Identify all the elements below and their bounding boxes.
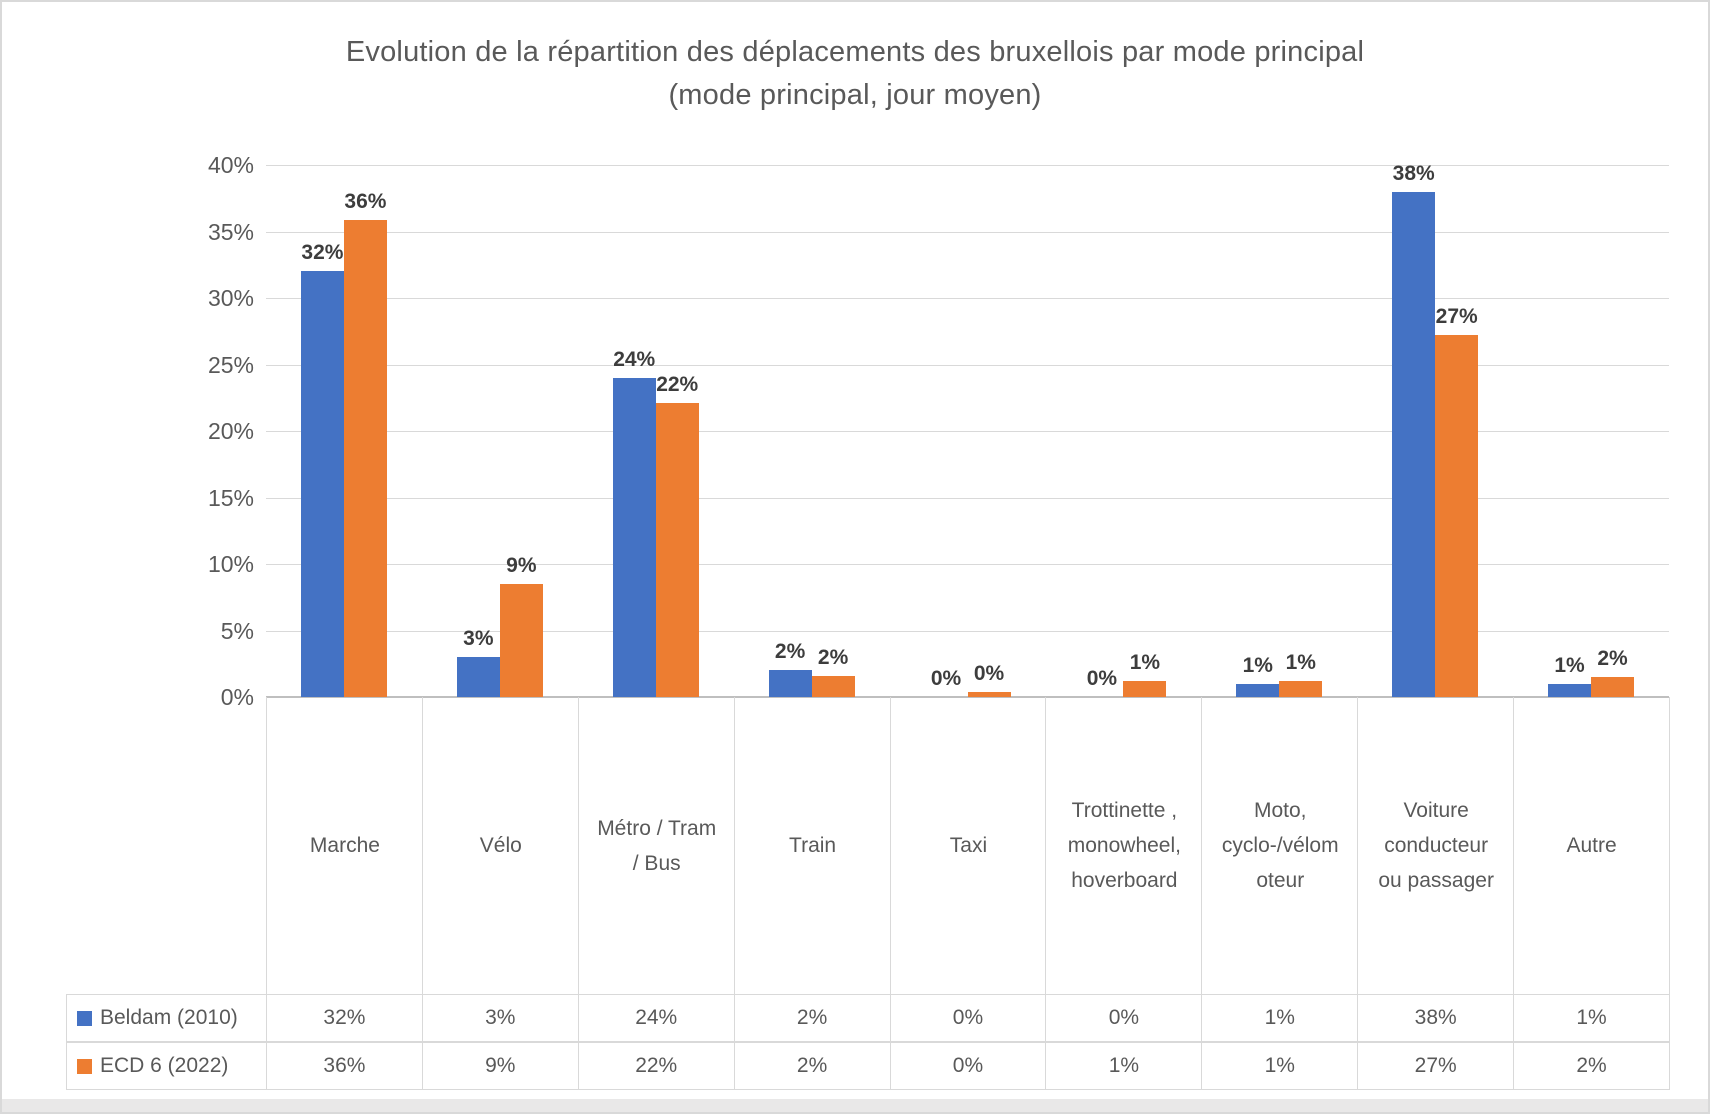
y-axis-tick-label: 15% <box>207 484 254 511</box>
y-axis-tick-label: 10% <box>207 551 254 577</box>
bar-value-label: 22% <box>656 373 699 397</box>
bar-value-label: 38% <box>1392 161 1435 185</box>
category-label: Trottinette , monowheel, hoverboard <box>1045 697 1202 994</box>
bottom-frame-strip <box>2 1099 1708 1112</box>
bar <box>1236 683 1280 697</box>
bar <box>300 271 344 697</box>
category-label: Vélo <box>421 697 579 994</box>
category-label: Métro / Tram / Bus <box>577 697 735 994</box>
bar-value-label: 1% <box>1285 651 1316 675</box>
chart-title-line-2: (mode principal, jour moyen) <box>668 79 1042 111</box>
category-label: Train <box>733 697 891 994</box>
y-axis-tick-label: 35% <box>207 218 254 245</box>
gridline <box>266 231 1669 233</box>
gridline <box>266 364 1669 366</box>
y-axis-tick-label: 0% <box>220 684 254 710</box>
bar-value-label: 3% <box>463 627 494 651</box>
bar-value-label: 32% <box>301 241 344 265</box>
table-value-cell: 32% <box>266 994 423 1042</box>
gridline <box>266 497 1669 499</box>
category-label: Autre <box>1513 697 1670 994</box>
bar-value-label: 1% <box>1554 653 1585 677</box>
gridline <box>266 298 1669 299</box>
bar-value-label: 1% <box>1242 653 1273 677</box>
bar-value-label: 0% <box>973 661 1005 685</box>
bar-value-label: 2% <box>1597 647 1628 671</box>
table-value-cell: 0% <box>889 994 1047 1042</box>
y-axis-tick-label: 40% <box>207 152 254 178</box>
bar <box>768 670 812 697</box>
bar <box>1591 677 1635 697</box>
legend-swatch <box>77 1010 92 1026</box>
gridline <box>266 165 1669 166</box>
bar <box>1435 335 1479 697</box>
y-axis-tick-label: 30% <box>207 285 254 311</box>
legend-cell: Beldam (2010) <box>66 994 267 1042</box>
table-value-cell: 3% <box>421 994 579 1042</box>
y-axis-tick-label: 25% <box>207 351 254 378</box>
table-value-cell: 36% <box>266 1042 423 1090</box>
table-value-cell: 1% <box>1513 994 1670 1042</box>
bar-value-label: 2% <box>817 645 849 669</box>
bar-value-label: 24% <box>613 347 656 371</box>
chart-title-line-1: Evolution de la répartition des déplacem… <box>345 36 1365 68</box>
bar <box>967 691 1011 697</box>
bar-value-label: 2% <box>774 640 806 664</box>
y-axis-tick-label: 20% <box>207 418 254 444</box>
table-value-cell: 38% <box>1357 994 1515 1042</box>
legend-swatch <box>77 1058 92 1074</box>
category-label: Moto, cyclo-/vélomoteur <box>1201 697 1358 994</box>
bar <box>499 583 543 697</box>
bar <box>811 675 855 697</box>
bar <box>343 219 387 697</box>
table-value-cell: 2% <box>1513 1042 1670 1090</box>
bar <box>1548 683 1592 697</box>
table-value-cell: 27% <box>1357 1042 1515 1090</box>
bar-value-label: 1% <box>1129 651 1161 675</box>
legend-label: ECD 6 (2022) <box>100 1054 229 1077</box>
gridline <box>266 431 1669 432</box>
bar <box>1123 681 1167 697</box>
bar-value-label: 0% <box>930 667 962 690</box>
table-value-cell: 1% <box>1201 1042 1359 1090</box>
bar-value-label: 27% <box>1435 305 1478 329</box>
bar <box>456 657 500 697</box>
bar <box>655 403 699 697</box>
bar-value-label: 9% <box>506 553 537 577</box>
table-value-cell: 9% <box>421 1042 579 1090</box>
legend-label: Beldam (2010) <box>100 1006 238 1029</box>
table-value-cell: 24% <box>577 994 735 1042</box>
legend-cell: ECD 6 (2022) <box>66 1042 267 1090</box>
bar-value-label: 36% <box>344 189 387 213</box>
table-value-cell: 2% <box>733 994 891 1042</box>
table-value-cell: 0% <box>889 1042 1047 1090</box>
gridline <box>266 630 1669 632</box>
category-label: Taxi <box>889 697 1047 994</box>
table-value-cell: 0% <box>1045 994 1203 1042</box>
bar-value-label: 0% <box>1086 667 1118 690</box>
y-axis-tick-label: 5% <box>220 617 254 644</box>
table-value-cell: 1% <box>1201 994 1359 1042</box>
bar <box>1279 681 1323 697</box>
x-axis-line <box>266 696 1669 698</box>
bar <box>1392 191 1436 697</box>
category-label: Voiture conducteur ou passager <box>1357 697 1514 994</box>
table-value-cell: 22% <box>577 1042 735 1090</box>
table-value-cell: 1% <box>1045 1042 1203 1090</box>
bar <box>612 377 656 697</box>
category-label: Marche <box>266 697 423 994</box>
table-value-cell: 2% <box>733 1042 891 1090</box>
gridline <box>266 564 1669 565</box>
